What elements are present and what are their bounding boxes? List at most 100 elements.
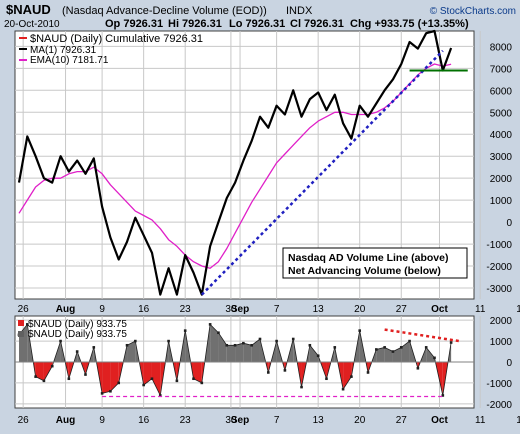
volume-area-positive — [426, 347, 435, 362]
legend-ema: EMA(10) 7181.71 — [30, 55, 109, 66]
volume-point — [125, 343, 129, 347]
price-x-tick: 30 — [225, 304, 237, 315]
volume-point — [391, 350, 395, 353]
volume-point — [158, 394, 162, 397]
price-y-tick: 5000 — [490, 108, 513, 119]
volume-point — [100, 392, 104, 395]
volume-point — [42, 379, 46, 383]
volume-point — [217, 331, 220, 335]
volume-x-tick: 23 — [180, 415, 192, 426]
price-grid — [15, 31, 481, 299]
volume-area-positive — [243, 343, 252, 362]
volume-legend: $NAUD (Daily) 933.75 $NAUD (Daily) 933.7… — [18, 319, 127, 340]
volume-area-positive — [127, 341, 136, 362]
volume-area-positive — [392, 347, 402, 362]
volume-point — [408, 339, 411, 343]
volume-x-tick: 9 — [99, 415, 105, 426]
volume-point — [225, 343, 229, 347]
volume-area-negative — [35, 362, 44, 381]
legend-volume-2: $NAUD (Daily) 933.75 — [28, 329, 127, 340]
price-y-tick: 4000 — [490, 130, 513, 141]
volume-point — [350, 375, 353, 378]
volume-x-tick: 20 — [354, 415, 366, 426]
volume-point — [67, 377, 71, 381]
volume-area-negative — [43, 362, 53, 381]
price-x-axis: 26Aug9162330Sep7132027Oct111825 — [18, 304, 520, 315]
legend-swatch-volume-2 — [18, 331, 24, 337]
price-y-tick: -2000 — [486, 262, 512, 273]
volume-point — [242, 341, 245, 345]
volume-x-tick: Sep — [231, 415, 249, 426]
volume-area-positive — [251, 339, 260, 362]
price-x-tick: 26 — [18, 304, 30, 315]
volume-x-tick: 30 — [225, 415, 237, 426]
volume-y-tick: 2000 — [490, 316, 513, 327]
volume-area-positive — [210, 324, 219, 362]
resistance-line — [384, 328, 460, 343]
volume-area-positive — [218, 332, 227, 362]
volume-point — [441, 394, 445, 397]
price-y-tick: 2000 — [490, 174, 513, 185]
volume-area-positive — [376, 347, 385, 362]
price-y-tick: 8000 — [490, 42, 513, 53]
volume-x-axis: 26Aug9162330Sep7132027Oct111825 — [18, 415, 520, 426]
legend-cumulative: $NAUD (Daily) Cumulative 7926.31 — [30, 33, 203, 45]
volume-area-negative — [193, 362, 202, 383]
volume-point — [449, 341, 453, 344]
legend-volume-1: $NAUD (Daily) 933.75 — [28, 319, 127, 330]
volume-point — [183, 329, 187, 332]
price-x-tick: 13 — [313, 304, 325, 315]
volume-point — [375, 348, 378, 351]
legend-swatch-volume-1 — [18, 320, 24, 326]
volume-point — [59, 339, 62, 343]
volume-point — [208, 323, 212, 326]
volume-area-negative — [110, 362, 119, 392]
price-y-axis: 8000 7000 6000 5000 4000 3000 2000 1000 0 -1000 -2… — [486, 42, 512, 295]
index-name: (Nasdaq Advance-Decline Volume (EOD)) — [62, 5, 267, 17]
volume-area-positive — [384, 347, 393, 362]
volume-area-positive — [235, 343, 244, 362]
price-y-tick: 6000 — [490, 86, 513, 97]
volume-point — [75, 350, 79, 353]
annotation-line-1: Nasdaq AD Volume Line (above) — [288, 252, 448, 264]
volume-x-tick: 13 — [313, 415, 325, 426]
series-line-ema — [18, 63, 452, 269]
price-y-tick: -3000 — [486, 284, 512, 295]
price-x-tick: Sep — [231, 304, 249, 315]
volume-x-tick: 7 — [274, 415, 280, 426]
volume-point — [258, 337, 262, 341]
price-x-tick: 9 — [99, 304, 105, 315]
volume-y-tick: -1000 — [486, 379, 512, 390]
price-y-tick: 0 — [506, 218, 512, 229]
volume-point — [341, 387, 345, 391]
symbol-label: $NAUD — [6, 2, 51, 17]
annotation-frame — [282, 247, 468, 279]
annotation-line-2: Net Advancing Volume (below) — [288, 265, 441, 277]
price-x-tick: 18 — [516, 304, 520, 315]
exchange-label: INDX — [286, 5, 313, 17]
price-x-tick: 23 — [180, 304, 192, 315]
price-y-tick: -1000 — [486, 240, 512, 251]
volume-y-tick: 0 — [506, 358, 512, 369]
volume-point — [134, 339, 137, 343]
volume-y-tick: -2000 — [486, 400, 512, 411]
volume-area-negative — [343, 362, 352, 390]
volume-area-negative — [102, 362, 111, 394]
volume-y-tick: 1000 — [490, 337, 513, 348]
volume-point — [399, 346, 403, 349]
volume-area-negative — [151, 362, 161, 396]
price-series-layer — [17, 29, 468, 296]
change-label: Chg +933.75 (+13.35%) — [350, 18, 469, 30]
volume-point — [358, 329, 362, 332]
volume-point — [325, 377, 328, 381]
open-label: Op 7926.31 — [105, 18, 163, 30]
volume-area-negative — [143, 362, 152, 385]
volume-point — [275, 339, 278, 343]
volume-point — [383, 346, 386, 349]
high-label: Hi 7926.31 — [168, 18, 222, 30]
volume-point — [167, 339, 170, 343]
volume-point — [34, 375, 37, 378]
price-x-tick: 27 — [396, 304, 408, 315]
price-y-tick: 7000 — [490, 64, 513, 75]
